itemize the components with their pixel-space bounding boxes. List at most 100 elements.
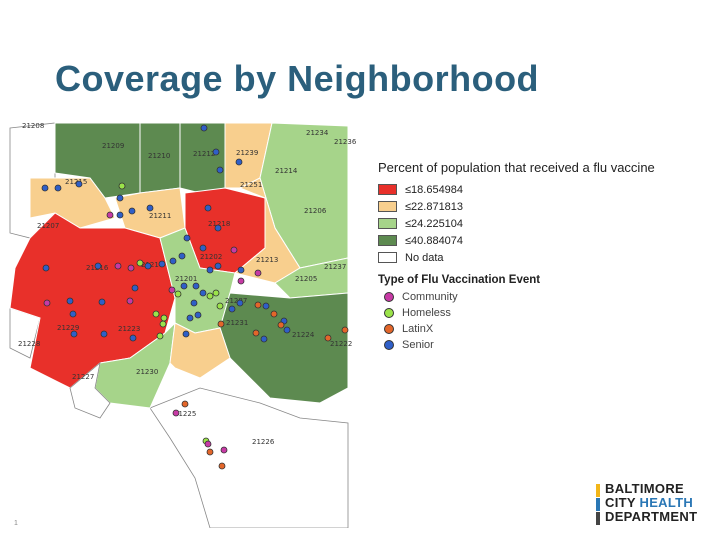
region-21225-21226 bbox=[149, 387, 349, 528]
zip-label: 21234 bbox=[306, 129, 329, 137]
event-marker bbox=[174, 290, 182, 298]
event-marker bbox=[182, 330, 190, 338]
slide-title: Coverage by Neighborhood bbox=[55, 58, 540, 99]
zip-label: 21211 bbox=[149, 212, 171, 220]
event-marker bbox=[200, 124, 208, 132]
legend-label: ≤40.884074 bbox=[405, 234, 464, 247]
zip-label: 21202 bbox=[200, 253, 222, 261]
event-marker bbox=[43, 299, 51, 307]
legend-coverage-title: Percent of population that received a fl… bbox=[378, 160, 655, 175]
region-21212 bbox=[179, 122, 226, 194]
event-marker bbox=[237, 277, 245, 285]
event-marker bbox=[206, 448, 214, 456]
legend-item: Community bbox=[378, 289, 698, 305]
legend-swatch bbox=[378, 218, 397, 229]
zip-label: 21227 bbox=[72, 373, 94, 381]
event-marker bbox=[220, 446, 228, 454]
legend-swatch bbox=[378, 252, 397, 263]
event-marker bbox=[129, 334, 137, 342]
event-marker bbox=[206, 292, 214, 300]
event-marker bbox=[252, 329, 260, 337]
zip-label: 21201 bbox=[175, 275, 197, 283]
event-marker bbox=[136, 259, 144, 267]
logo-line-2b: HEALTH bbox=[639, 495, 694, 510]
event-marker bbox=[212, 148, 220, 156]
event-marker bbox=[158, 260, 166, 268]
zip-label: 21287 bbox=[225, 297, 247, 305]
legend-label: ≤18.654984 bbox=[405, 183, 464, 196]
event-marker bbox=[204, 204, 212, 212]
event-marker bbox=[262, 302, 270, 310]
event-marker bbox=[324, 334, 332, 342]
baltimore-health-logo: BALTIMORE CITY HEALTH DEPARTMENT bbox=[596, 482, 711, 526]
zip-label: 21224 bbox=[292, 331, 315, 339]
event-marker bbox=[69, 310, 77, 318]
event-marker bbox=[214, 262, 222, 270]
legend-swatch bbox=[378, 184, 397, 195]
event-marker bbox=[159, 320, 167, 328]
legend-item: ≤40.884074 bbox=[378, 232, 698, 249]
legend-item: LatinX bbox=[378, 321, 698, 337]
zip-label: 21236 bbox=[334, 138, 357, 146]
event-marker bbox=[204, 440, 212, 448]
legend-item: Senior bbox=[378, 337, 698, 353]
legend-label: LatinX bbox=[402, 323, 434, 335]
event-marker bbox=[54, 184, 62, 192]
zip-label: 21231 bbox=[226, 319, 248, 327]
zip-label: 21228 bbox=[18, 340, 40, 348]
event-marker bbox=[181, 400, 189, 408]
event-marker bbox=[341, 326, 349, 334]
event-marker bbox=[116, 194, 124, 202]
event-marker bbox=[160, 314, 168, 322]
event-marker bbox=[214, 224, 222, 232]
zip-label: 21222 bbox=[330, 340, 352, 348]
map-legend: Percent of population that received a fl… bbox=[378, 160, 698, 353]
zip-label: 21230 bbox=[136, 368, 158, 376]
logo-line-2a: CITY bbox=[605, 495, 636, 510]
event-marker bbox=[172, 409, 180, 417]
event-marker bbox=[127, 264, 135, 272]
zip-label: 21214 bbox=[275, 167, 298, 175]
event-marker bbox=[228, 305, 236, 313]
event-marker bbox=[199, 289, 207, 297]
zip-label: 21207 bbox=[37, 222, 59, 230]
vaccination-event-markers bbox=[41, 124, 349, 470]
zip-label: 21229 bbox=[57, 324, 79, 332]
event-marker bbox=[212, 289, 220, 297]
event-marker bbox=[186, 314, 194, 322]
event-marker bbox=[156, 332, 164, 340]
zip-label: 21217 bbox=[141, 261, 163, 269]
zip-label: 21206 bbox=[304, 207, 327, 215]
event-marker bbox=[98, 298, 106, 306]
legend-item: Homeless bbox=[378, 305, 698, 321]
legend-dot bbox=[384, 292, 394, 302]
event-marker bbox=[106, 211, 114, 219]
event-marker bbox=[236, 299, 244, 307]
event-marker bbox=[216, 302, 224, 310]
region-21227 bbox=[69, 361, 111, 419]
legend-swatch bbox=[378, 201, 397, 212]
legend-swatch bbox=[378, 235, 397, 246]
legend-item: ≤18.654984 bbox=[378, 181, 698, 198]
event-marker bbox=[42, 264, 50, 272]
event-marker bbox=[218, 462, 226, 470]
event-marker bbox=[283, 326, 291, 334]
logo-line-3: DEPARTMENT bbox=[605, 509, 698, 524]
event-marker bbox=[178, 252, 186, 260]
legend-label: ≤22.871813 bbox=[405, 200, 464, 213]
event-marker bbox=[194, 311, 202, 319]
event-marker bbox=[144, 262, 152, 270]
event-marker bbox=[270, 310, 278, 318]
event-marker bbox=[41, 184, 49, 192]
event-marker bbox=[118, 182, 126, 190]
event-marker bbox=[217, 320, 225, 328]
event-marker bbox=[146, 204, 154, 212]
legend-label: Community bbox=[402, 291, 458, 303]
zip-label: 21209 bbox=[102, 142, 124, 150]
event-marker bbox=[94, 262, 102, 270]
legend-event-title: Type of Flu Vaccination Event bbox=[378, 274, 541, 286]
legend-item: ≤24.225104 bbox=[378, 215, 698, 232]
baltimore-zip-map: 21208 21209 21210 21212 21239 21234 2123… bbox=[0, 118, 360, 528]
event-marker bbox=[230, 246, 238, 254]
logo-bar-icon bbox=[596, 484, 600, 525]
